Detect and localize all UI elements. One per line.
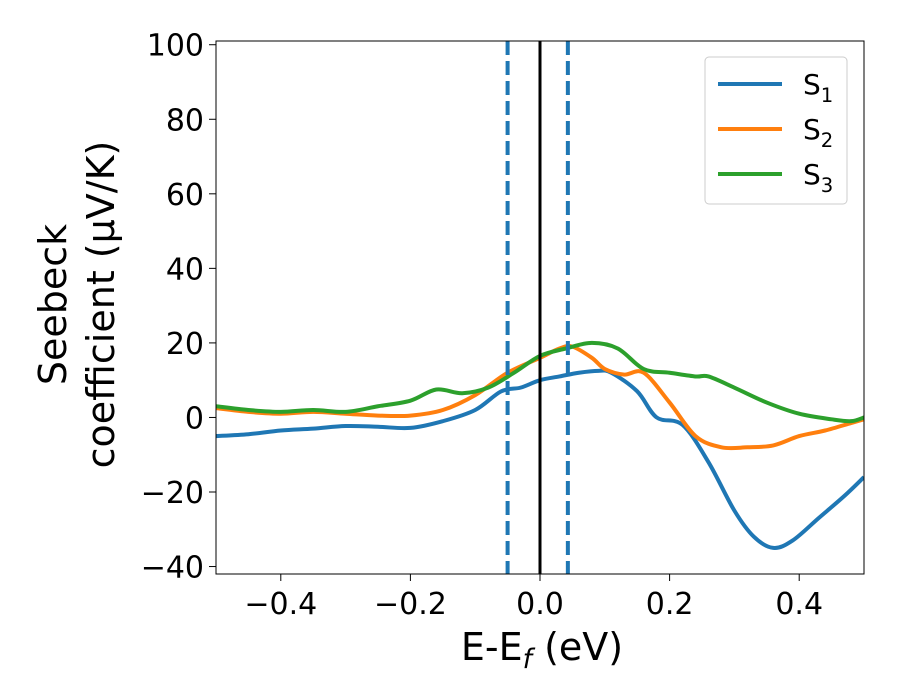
y-tick-label: 20: [166, 327, 204, 362]
y-tick-label: 0: [185, 401, 204, 436]
x-tick-label: −0.2: [374, 587, 447, 622]
data-lines: [505, 41, 570, 574]
y-tick-label: 40: [166, 252, 204, 287]
y-axis-ticks: −40 −20 0 20 40 60 80 100: [141, 29, 216, 586]
series-line-s2: [216, 344, 864, 451]
legend: S1​ S2​ S3​: [704, 56, 848, 205]
y-tick-label: 60: [166, 178, 204, 213]
y-tick-label: 80: [166, 103, 204, 138]
legend-label-s1: S1​: [803, 68, 833, 107]
x-axis-title: E-Ef​ (eV): [461, 625, 623, 675]
plot-area-frame: [215, 40, 865, 575]
x-axis-ticks: −0.4 −0.2 0.0 0.2 0.4: [244, 574, 823, 622]
y-tick-label: −40: [141, 551, 204, 586]
x-tick-label: −0.4: [244, 587, 317, 622]
x-tick-label: 0.0: [516, 587, 564, 622]
y-axis-title-line2: coefficient (μV/K): [79, 141, 123, 469]
y-axis-title-line1: Seebeck: [31, 224, 75, 385]
legend-label-s2: S2​: [803, 113, 833, 152]
x-tick-label: 0.2: [646, 587, 694, 622]
y-tick-label: −20: [141, 476, 204, 511]
series-line-s1: [216, 368, 864, 550]
legend-label-s3: S3​: [803, 158, 833, 197]
x-tick-label: 0.4: [775, 587, 823, 622]
y-tick-label: 100: [147, 29, 204, 64]
